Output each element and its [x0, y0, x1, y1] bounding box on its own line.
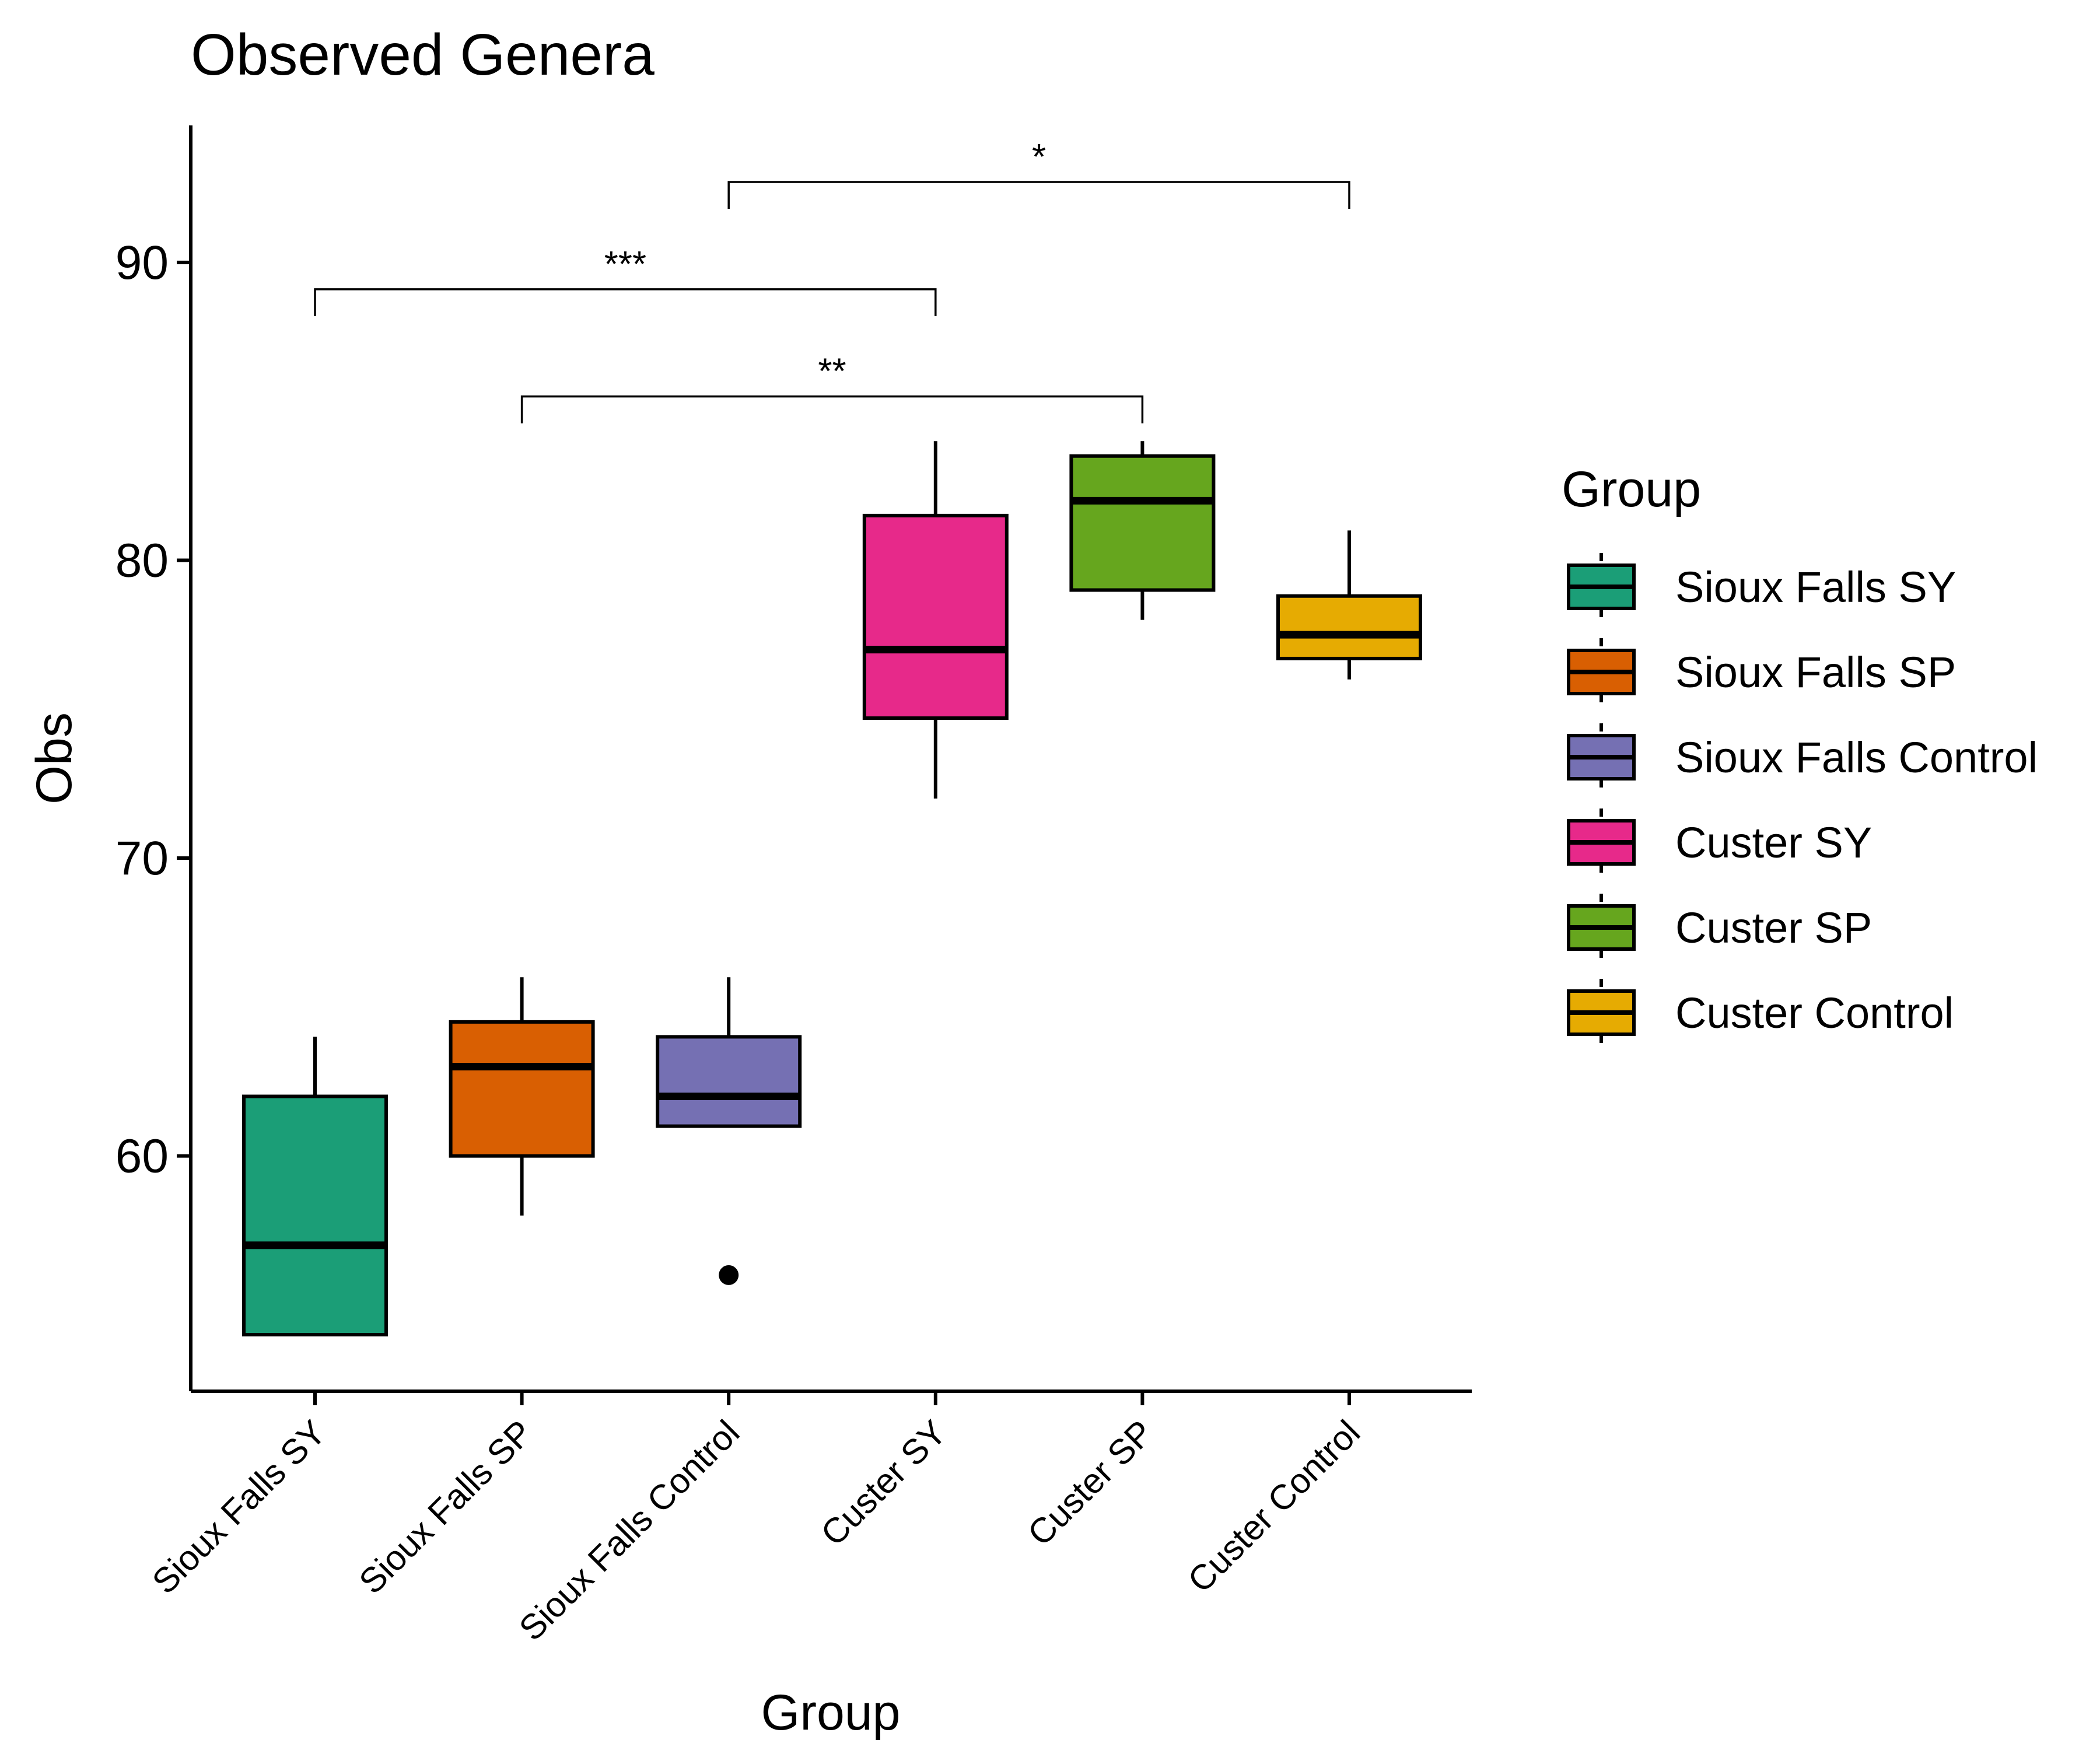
significance-label: ***: [604, 244, 646, 285]
legend-label: Custer SP: [1675, 904, 1872, 952]
box-iqr: [656, 1035, 802, 1128]
x-tick-label: Sioux Falls Control: [512, 1413, 747, 1648]
box-custer-sy: [862, 441, 1009, 799]
box-custer-control: [1276, 530, 1422, 680]
legend-item: Sioux Falls Control: [1567, 723, 2038, 791]
significance-bracket: **: [520, 352, 1144, 424]
x-axis-label: Group: [761, 1685, 900, 1741]
outlier-point: [719, 1265, 739, 1285]
legend-item: Custer SY: [1567, 808, 1872, 876]
significance-label: *: [1032, 137, 1046, 177]
boxplot-boxes: [242, 441, 1422, 1336]
legend-item: Sioux Falls SY: [1567, 553, 1956, 621]
bracket-line: [314, 288, 937, 316]
x-tick-label: Sioux Falls SP: [352, 1413, 540, 1601]
y-axis-label: Obs: [26, 712, 82, 804]
significance-brackets: ******: [314, 137, 1350, 424]
chart-title: Observed Genera: [191, 22, 654, 88]
legend-label: Custer SY: [1675, 818, 1872, 867]
legend-item: Custer SP: [1567, 894, 1872, 961]
x-tick-label: Custer SP: [1020, 1413, 1161, 1553]
box-sioux-falls-sp: [449, 977, 595, 1216]
bracket-line: [520, 395, 1144, 424]
legend-label: Sioux Falls SP: [1675, 648, 1956, 696]
box-iqr: [862, 513, 1009, 720]
legend-item: Sioux Falls SP: [1567, 638, 1956, 706]
legend-label: Custer Control: [1675, 989, 1954, 1037]
y-tick-label: 70: [116, 832, 169, 885]
box-iqr: [242, 1094, 388, 1336]
x-tick-label: Sioux Falls SY: [145, 1413, 333, 1601]
legend-item: Custer Control: [1567, 979, 1954, 1046]
box-sioux-falls-control: [656, 977, 802, 1285]
y-tick-label: 80: [116, 534, 169, 587]
legend-label: Sioux Falls Control: [1675, 733, 2038, 782]
legend-label: Sioux Falls SY: [1675, 563, 1956, 611]
box-custer-sp: [1069, 441, 1216, 620]
bracket-line: [727, 181, 1350, 209]
significance-bracket: *: [727, 137, 1350, 209]
significance-bracket: ***: [314, 244, 937, 316]
x-tick-label: Custer Control: [1180, 1413, 1367, 1600]
x-tick-label: Custer SY: [813, 1413, 954, 1553]
box-sioux-falls-sy: [242, 1037, 388, 1336]
box-iqr: [449, 1020, 595, 1158]
y-axis: 60 70 80 90: [116, 125, 192, 1391]
legend-title: Group: [1562, 461, 1701, 517]
legend: Group Sioux Falls SY Sioux Falls SP Sioux …: [1562, 461, 2038, 1046]
y-tick-label: 90: [116, 236, 169, 289]
significance-label: **: [818, 352, 846, 392]
box-iqr: [1276, 594, 1422, 660]
y-tick-label: 60: [116, 1130, 169, 1183]
box-iqr: [1069, 454, 1216, 592]
